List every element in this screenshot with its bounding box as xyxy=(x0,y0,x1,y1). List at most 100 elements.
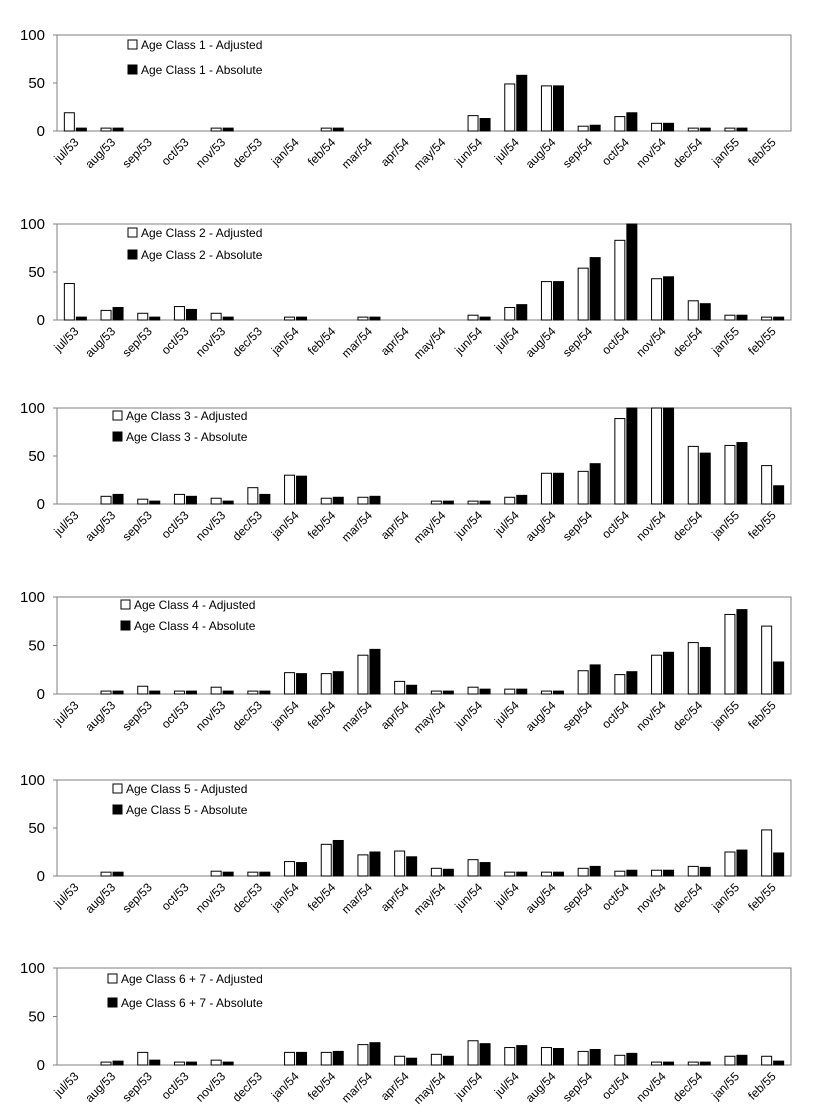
x-tick-label: sep/53 xyxy=(119,135,155,171)
bar-absolute-jul-54 xyxy=(516,304,528,321)
legend-label-adjusted: Age Class 1 - Adjusted xyxy=(141,38,262,52)
bar-adjusted-dec-54 xyxy=(687,865,699,877)
bar-adjusted-may-54 xyxy=(430,1053,442,1066)
x-tick-label: jul/53 xyxy=(51,508,82,539)
bar-adjusted-sep-54 xyxy=(577,267,589,321)
legend-swatch-adjusted xyxy=(107,973,118,984)
bar-absolute-feb-54 xyxy=(332,127,344,132)
bar-absolute-mar-54 xyxy=(369,316,381,321)
legend-swatch-absolute xyxy=(120,620,131,631)
x-tick-label: apr/54 xyxy=(378,880,412,914)
bar-absolute-aug-54 xyxy=(552,472,564,505)
y-tick-label: 50 xyxy=(28,1009,45,1026)
bar-adjusted-feb-55 xyxy=(761,625,773,695)
x-tick-label: jun/54 xyxy=(451,324,485,358)
x-tick-label: dec/54 xyxy=(670,135,706,171)
bar-absolute-nov-54 xyxy=(663,407,675,505)
bar-absolute-aug-53 xyxy=(112,127,124,132)
x-tick-label: jul/53 xyxy=(51,1069,82,1100)
bar-absolute-dec-54 xyxy=(699,866,711,877)
bar-adjusted-feb-55 xyxy=(761,465,773,505)
x-tick-label: oct/54 xyxy=(599,880,632,913)
x-tick-label: nov/54 xyxy=(633,1069,669,1105)
bar-absolute-jan-55 xyxy=(736,314,748,321)
bar-adjusted-jun-54 xyxy=(467,314,479,321)
bar-absolute-jul-54 xyxy=(516,871,528,877)
x-tick-label: oct/54 xyxy=(599,135,632,168)
bar-absolute-jan-55 xyxy=(736,442,748,505)
x-tick-label: jan/55 xyxy=(708,324,742,358)
x-tick-label: feb/55 xyxy=(745,508,779,542)
bar-absolute-dec-53 xyxy=(259,690,271,695)
bar-absolute-mar-54 xyxy=(369,851,381,877)
bar-absolute-dec-53 xyxy=(259,493,271,505)
bar-adjusted-jul-54 xyxy=(504,688,516,695)
legend-label-absolute: Age Class 1 - Absolute xyxy=(141,63,263,77)
bar-adjusted-aug-53 xyxy=(100,1061,112,1066)
bar-absolute-sep-53 xyxy=(149,690,161,695)
y-tick-label: 100 xyxy=(20,960,45,977)
x-tick-label: jul/54 xyxy=(491,508,522,539)
bar-adjusted-feb-55 xyxy=(761,316,773,321)
bar-absolute-jun-54 xyxy=(479,688,491,695)
x-tick-label: may/54 xyxy=(411,698,449,736)
bar-adjusted-apr-54 xyxy=(394,680,406,695)
x-tick-label: dec/54 xyxy=(670,508,706,544)
bar-adjusted-apr-54 xyxy=(394,1055,406,1066)
x-tick-label: jun/54 xyxy=(451,698,485,732)
bar-absolute-jul-53 xyxy=(75,127,87,132)
bar-adjusted-aug-53 xyxy=(100,495,112,505)
bar-absolute-may-54 xyxy=(442,690,454,695)
x-tick-label: nov/54 xyxy=(633,135,669,171)
bar-absolute-oct-54 xyxy=(626,1052,638,1066)
bar-adjusted-nov-54 xyxy=(651,407,663,505)
legend-swatch-adjusted xyxy=(112,783,123,794)
bar-absolute-sep-53 xyxy=(149,316,161,321)
bar-absolute-aug-54 xyxy=(552,690,564,695)
legend-swatch-absolute xyxy=(112,431,123,442)
bar-absolute-feb-54 xyxy=(332,839,344,877)
bar-absolute-aug-53 xyxy=(112,493,124,505)
legend-swatch-absolute xyxy=(127,249,138,260)
x-tick-label: feb/54 xyxy=(305,880,339,914)
bar-absolute-oct-53 xyxy=(185,690,197,695)
x-tick-label: oct/54 xyxy=(599,698,632,731)
x-tick-label: jun/54 xyxy=(451,1069,485,1103)
x-tick-label: jan/54 xyxy=(268,1069,302,1103)
x-tick-label: jan/55 xyxy=(708,698,742,732)
bar-absolute-nov-53 xyxy=(222,500,234,505)
x-tick-label: jan/55 xyxy=(708,1069,742,1103)
x-tick-label: feb/55 xyxy=(745,698,779,732)
x-tick-label: dec/53 xyxy=(230,698,266,734)
x-tick-label: jun/54 xyxy=(451,508,485,542)
x-tick-label: mar/54 xyxy=(339,508,376,545)
bar-adjusted-oct-54 xyxy=(614,674,626,695)
x-tick-label: nov/53 xyxy=(193,324,229,360)
x-tick-label: feb/54 xyxy=(305,698,339,732)
x-tick-label: may/54 xyxy=(411,880,449,918)
x-tick-label: sep/54 xyxy=(560,880,596,916)
bar-adjusted-jul-53 xyxy=(63,112,75,132)
bar-absolute-oct-53 xyxy=(185,495,197,505)
bar-adjusted-nov-54 xyxy=(651,122,663,132)
legend-label-absolute: Age Class 2 - Absolute xyxy=(141,248,263,262)
x-tick-label: nov/53 xyxy=(193,880,229,916)
bar-adjusted-jan-54 xyxy=(284,861,296,877)
y-tick-label: 100 xyxy=(20,27,45,44)
x-tick-label: aug/53 xyxy=(82,324,118,360)
bar-absolute-dec-54 xyxy=(699,1061,711,1066)
bar-absolute-aug-53 xyxy=(112,307,124,321)
bar-absolute-sep-54 xyxy=(589,865,601,877)
x-tick-label: sep/54 xyxy=(560,135,596,171)
x-tick-label: feb/54 xyxy=(305,1069,339,1103)
x-tick-label: dec/54 xyxy=(670,698,706,734)
bar-absolute-jan-55 xyxy=(736,609,748,695)
y-tick-label: 100 xyxy=(20,589,45,606)
x-tick-label: aug/53 xyxy=(82,698,118,734)
bar-absolute-jun-54 xyxy=(479,118,491,132)
bar-absolute-nov-54 xyxy=(663,869,675,877)
